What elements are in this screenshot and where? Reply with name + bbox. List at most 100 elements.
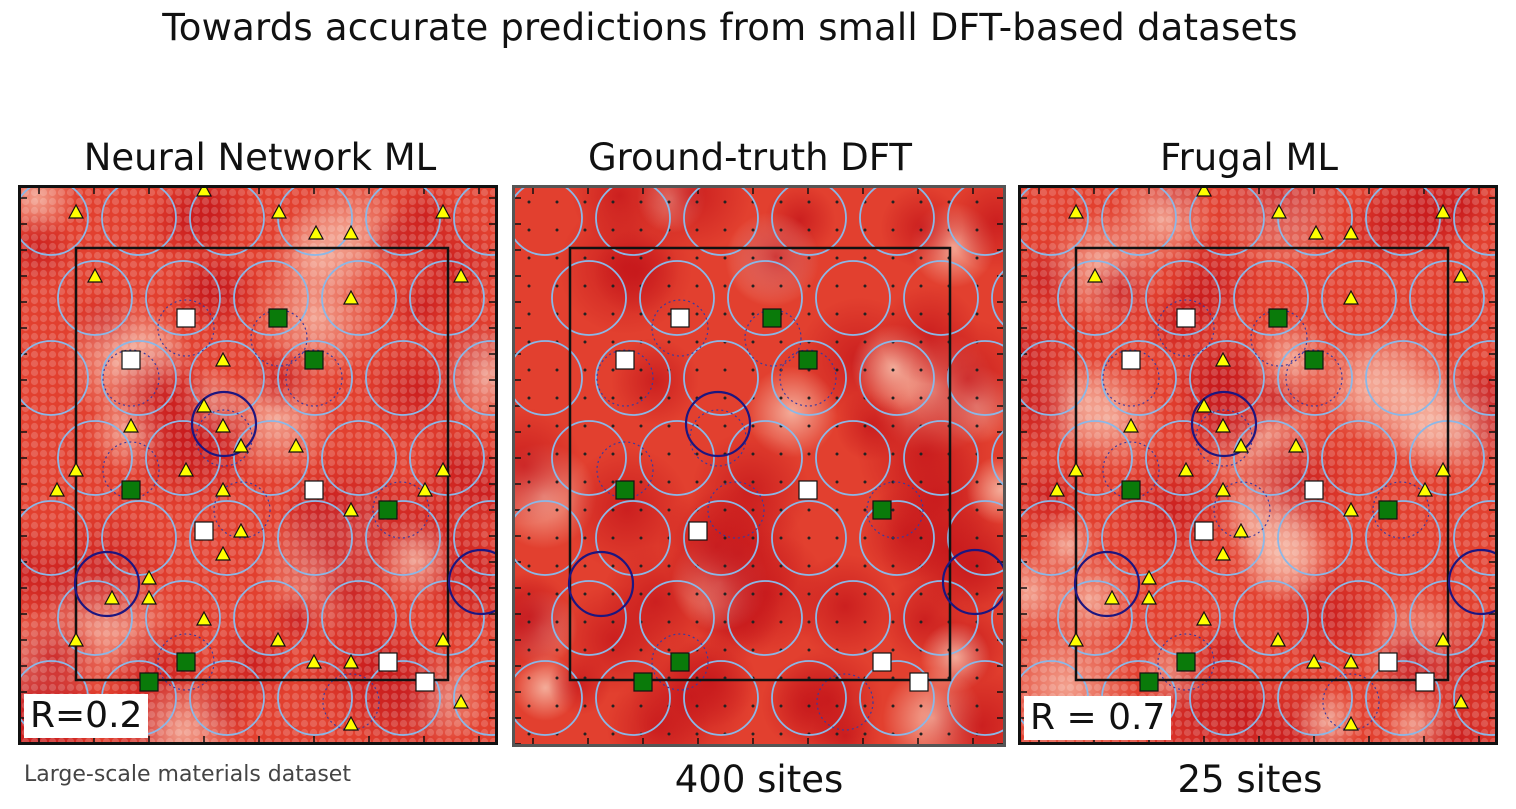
triangle-marker <box>307 224 325 240</box>
figure-title: Towards accurate predictions from small … <box>162 6 1298 49</box>
triangle-marker <box>1434 461 1452 477</box>
triangle-marker <box>232 437 250 453</box>
neural-network-map-svg <box>21 188 495 742</box>
green-square <box>1304 350 1324 370</box>
triangle-marker <box>1140 569 1158 585</box>
frugal-map <box>1018 185 1498 745</box>
triangle-marker <box>287 437 305 453</box>
triangle-marker <box>195 397 213 413</box>
sample-points <box>515 188 1003 744</box>
triangle-marker <box>122 417 140 433</box>
panel-title-neural-network: Neural Network ML <box>83 136 437 179</box>
site-circles <box>515 188 1003 736</box>
triangle-marker <box>214 481 232 497</box>
triangle-marker <box>1452 693 1470 709</box>
highlight-circle <box>190 390 258 458</box>
green-square <box>121 480 141 500</box>
triangle-marker <box>1195 397 1213 413</box>
triangle-marker <box>434 461 452 477</box>
triangle-marker <box>140 569 158 585</box>
triangle-marker <box>1342 501 1360 517</box>
white-square <box>1176 308 1196 328</box>
triangle-marker <box>1342 653 1360 669</box>
highlight-circle <box>1190 390 1258 458</box>
white-square <box>176 308 196 328</box>
triangle-marker <box>1269 631 1287 647</box>
green-square <box>633 672 653 692</box>
green-square <box>762 308 782 328</box>
green-square <box>304 350 324 370</box>
triangle-marker <box>1140 589 1158 605</box>
white-square <box>121 350 141 370</box>
white-square <box>798 480 818 500</box>
green-square <box>176 652 196 672</box>
triangle-marker <box>67 203 85 219</box>
supercell-box <box>568 246 952 682</box>
triangle-marker <box>1342 224 1360 240</box>
triangle-marker <box>1452 267 1470 283</box>
highlight-circle <box>73 550 141 618</box>
triangle-marker <box>67 461 85 477</box>
green-square <box>1121 480 1141 500</box>
panel-title-dft: Ground-truth DFT <box>587 136 913 179</box>
triangle-marker <box>195 188 213 197</box>
triangle-marker <box>214 417 232 433</box>
highlight-circles <box>567 390 1003 618</box>
dft-site-count: 400 sites <box>674 758 844 801</box>
white-squares <box>615 308 929 692</box>
triangle-marker <box>342 289 360 305</box>
highlight-circle <box>567 550 635 618</box>
triangle-marker <box>342 715 360 731</box>
triangle-marker <box>1305 653 1323 669</box>
green-squares <box>121 308 398 692</box>
triangle-marker <box>1214 351 1232 367</box>
white-squares <box>1121 308 1435 692</box>
white-square <box>615 350 635 370</box>
white-square <box>1415 672 1435 692</box>
green-squares <box>615 308 892 692</box>
white-square <box>688 521 708 541</box>
triangle-marker <box>342 653 360 669</box>
triangle-marker <box>214 351 232 367</box>
highlight-circles <box>1073 390 1495 618</box>
green-square <box>378 500 398 520</box>
triangle-marker <box>1214 417 1232 433</box>
triangle-marker <box>1270 203 1288 219</box>
triangle-marker <box>1067 461 1085 477</box>
triangle-marker <box>67 631 85 647</box>
triangle-marker <box>1342 289 1360 305</box>
triangle-marker <box>140 589 158 605</box>
triangle-marker <box>1232 437 1250 453</box>
white-square <box>304 480 324 500</box>
white-squares <box>121 308 435 692</box>
triangle-marker <box>1307 224 1325 240</box>
dataset-caption: Large-scale materials dataset <box>24 762 351 787</box>
dft-map <box>512 185 1006 747</box>
triangle-marker <box>269 631 287 647</box>
triangle-marker <box>177 461 195 477</box>
triangle-marker <box>1122 417 1140 433</box>
correlation-label-frugal: R = 0.7 <box>1024 696 1172 740</box>
neighbor-circles <box>102 299 430 731</box>
triangle-markers <box>1048 188 1470 731</box>
triangle-marker <box>1232 522 1250 538</box>
green-square <box>615 480 635 500</box>
triangle-marker <box>342 224 360 240</box>
highlight-circle <box>1073 550 1141 618</box>
highlight-circle <box>447 548 495 616</box>
triangle-marker <box>1067 203 1085 219</box>
triangle-marker <box>232 522 250 538</box>
white-square <box>1304 480 1324 500</box>
triangle-marker <box>1416 481 1434 497</box>
frame-ticks <box>1021 188 1495 742</box>
green-square <box>139 672 159 692</box>
panel-title-frugal: Frugal ML <box>1160 136 1338 179</box>
triangle-marker <box>214 545 232 561</box>
dot-lattice <box>21 188 495 742</box>
neural-network-map <box>18 185 498 745</box>
white-square <box>670 308 690 328</box>
triangle-marker <box>103 589 121 605</box>
triangle-marker <box>48 481 66 497</box>
triangle-marker <box>86 267 104 283</box>
green-square <box>1139 672 1159 692</box>
